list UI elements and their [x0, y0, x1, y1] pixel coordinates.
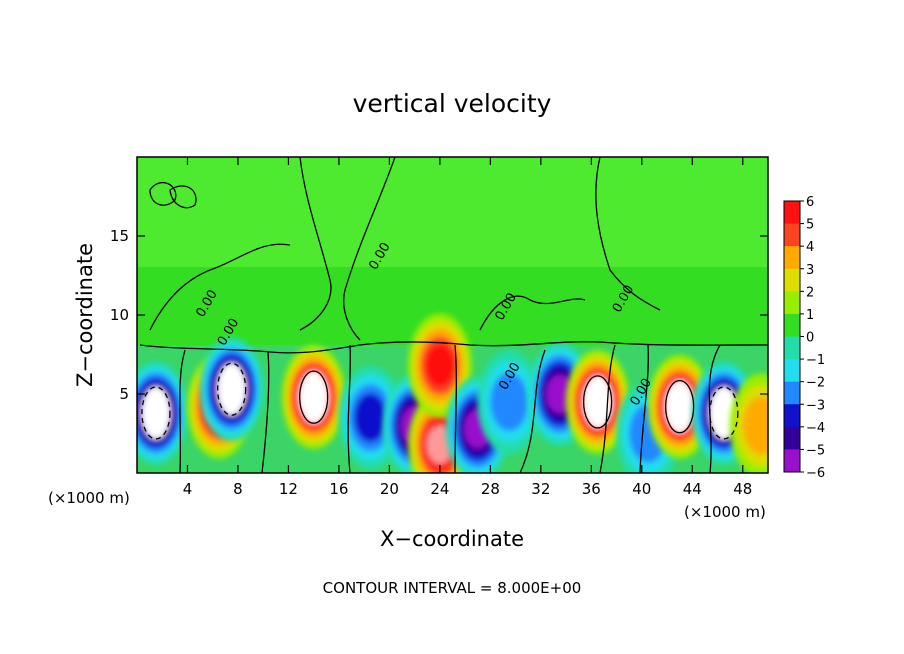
plot-area — [137, 157, 768, 473]
x-tick-label: 8 — [233, 480, 243, 498]
colorbar-swatch — [784, 359, 800, 383]
upper-light-band — [137, 157, 768, 267]
colorbar-label: −2 — [806, 376, 825, 391]
x-tick-label: 36 — [582, 480, 601, 498]
contour-line — [216, 362, 247, 416]
contour-line — [299, 370, 329, 424]
x-tick-label: 24 — [430, 480, 449, 498]
chart-title: vertical velocity — [353, 89, 552, 118]
colorbar-swatch — [784, 246, 800, 270]
velocity-cell — [137, 360, 188, 465]
contour-line — [479, 295, 586, 331]
colorbar-swatch — [784, 449, 800, 473]
x-tick-label: 20 — [380, 480, 399, 498]
contour-line — [454, 344, 457, 473]
contour-line — [179, 349, 186, 473]
x-tick-label: 4 — [183, 480, 193, 498]
colorbar-label: 4 — [806, 240, 814, 255]
velocity-cell — [729, 373, 768, 473]
velocity-cell — [281, 345, 346, 450]
velocity-cell — [199, 337, 264, 442]
contour-line — [139, 341, 768, 354]
x-tick-label: 28 — [481, 480, 500, 498]
y-tick-label: 15 — [110, 227, 129, 245]
x-scale-note: (×1000 m) — [48, 489, 130, 507]
colorbar-label: 3 — [806, 263, 814, 278]
colorbar-label: −3 — [806, 398, 825, 413]
colorbar-label: −1 — [806, 353, 825, 368]
contour-line — [599, 344, 616, 473]
colorbar-swatch — [784, 268, 800, 292]
contour-line — [347, 344, 351, 473]
colorbar-label: 5 — [806, 218, 814, 233]
contour-line — [519, 349, 546, 473]
contour-line — [261, 351, 270, 473]
z-scale-note: (×1000 m) — [684, 503, 766, 521]
x-axis-label: X−coordinate — [380, 527, 524, 551]
colorbar-label: 6 — [806, 195, 814, 210]
contour-line — [149, 243, 291, 331]
x-tick-label: 12 — [279, 480, 298, 498]
colorbar-label: −4 — [806, 421, 825, 436]
x-tick-label: 16 — [329, 480, 348, 498]
contour-line — [299, 157, 332, 331]
y-tick-label: 5 — [119, 385, 129, 403]
x-tick-label: 44 — [683, 480, 702, 498]
contour-line — [582, 375, 613, 429]
contour-line — [708, 344, 721, 473]
x-tick-label: 40 — [632, 480, 651, 498]
colorbar-label: −5 — [806, 443, 825, 458]
contour-line — [639, 344, 649, 473]
colorbar-swatch — [784, 313, 800, 337]
colorbar-swatch — [784, 336, 800, 360]
colorbar-label: 0 — [806, 331, 814, 346]
x-tick-label: 48 — [733, 480, 752, 498]
x-tick-label: 32 — [531, 480, 550, 498]
y-tick-label: 10 — [110, 306, 129, 324]
contour-line — [149, 181, 177, 206]
contour-line — [141, 386, 171, 440]
colorbar-label: 1 — [806, 308, 814, 323]
colorbar-swatch — [784, 291, 800, 315]
colorbar-swatch — [784, 381, 800, 405]
contour-line — [343, 157, 396, 341]
colorbar-label: −6 — [806, 466, 825, 481]
contour-line — [595, 157, 661, 311]
colorbar-swatch — [784, 404, 800, 428]
colorbar-swatch — [784, 223, 800, 247]
contour-interval-note: CONTOUR INTERVAL = 8.000E+00 — [323, 579, 582, 597]
velocity-cell — [565, 349, 630, 454]
colorbar-swatch — [784, 426, 800, 450]
contour-line — [665, 379, 695, 434]
colorbar-swatch — [784, 201, 800, 225]
colorbar-label: 2 — [806, 285, 814, 300]
velocity-cell — [477, 349, 542, 454]
y-axis-label: Z−coordinate — [73, 243, 97, 387]
colorbar: 6 5 4 3 2 1 0 −1 −2 −3 −4 −5 −6 — [783, 195, 825, 481]
contour-line — [169, 185, 197, 209]
